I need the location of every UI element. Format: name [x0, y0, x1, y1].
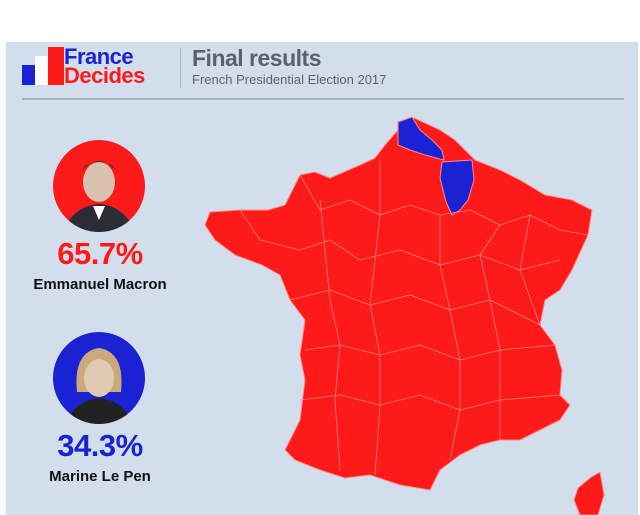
page-title: Final results — [192, 45, 321, 71]
macron-name: Emmanuel Macron — [33, 276, 167, 293]
brand-logo: France Decides — [64, 44, 145, 88]
le-pen-name: Marine Le Pen — [49, 468, 151, 485]
page-subtitle: French Presidential Election 2017 — [192, 72, 387, 87]
brand-line-1: France — [64, 44, 134, 69]
brand-line-2: Decides — [64, 63, 145, 88]
macron-percent: 65.7% — [57, 236, 143, 271]
corsica — [573, 471, 605, 515]
department-borders — [239, 160, 589, 476]
le-pen-avatar — [53, 332, 145, 424]
macron-avatar — [53, 140, 145, 232]
header-rule — [22, 98, 624, 100]
header-divider — [180, 48, 181, 88]
le-pen-department-nord-pas-de-calais — [397, 116, 445, 161]
le-pen-percent: 34.3% — [57, 428, 143, 463]
mainland-france — [204, 116, 593, 491]
